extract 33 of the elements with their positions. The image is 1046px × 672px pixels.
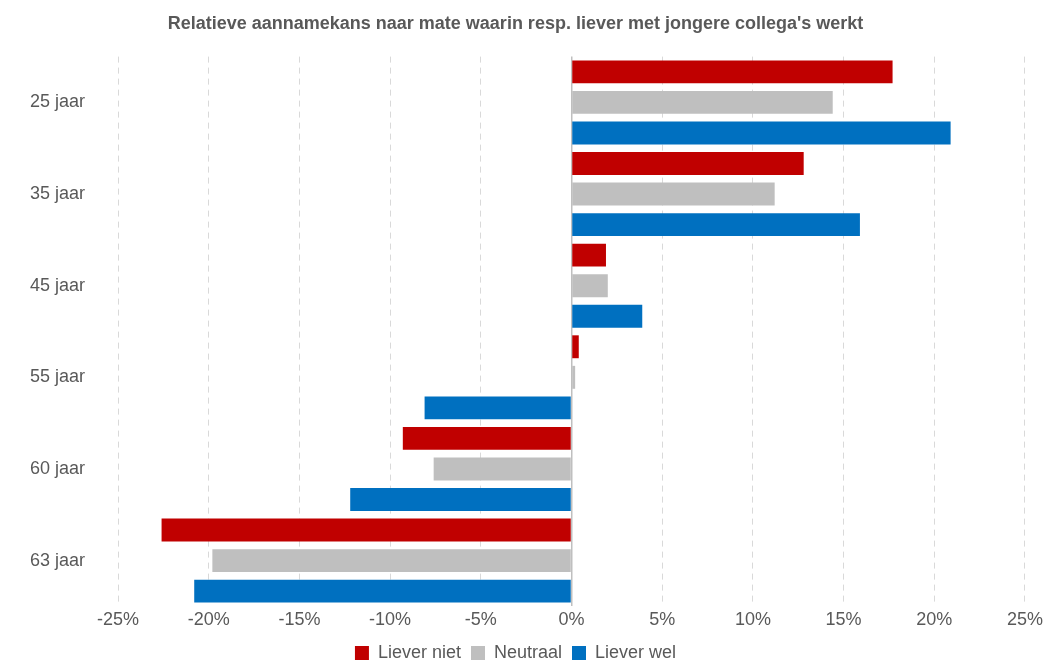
bar	[572, 60, 893, 84]
x-tick-label: -15%	[278, 609, 321, 630]
bar	[572, 121, 951, 145]
bar	[424, 396, 571, 420]
y-tick-label: 60 jaar	[29, 457, 86, 478]
bar	[161, 518, 571, 542]
x-tick-label: -5%	[464, 609, 497, 630]
x-tick-label: 5%	[649, 609, 676, 630]
y-tick-label: 35 jaar	[29, 183, 86, 204]
y-tick-label: 63 jaar	[29, 549, 86, 570]
x-tick-label: 25%	[1006, 609, 1043, 630]
x-tick-label: 20%	[916, 609, 953, 630]
legend-label: Neutraal	[493, 641, 563, 662]
y-tick-label: 55 jaar	[29, 366, 86, 387]
y-tick-label: 45 jaar	[29, 274, 86, 295]
bar	[350, 488, 571, 511]
bar	[572, 152, 804, 175]
x-tick-label: -25%	[97, 609, 140, 630]
bar	[194, 579, 571, 603]
legend-label: Liever wel	[595, 641, 677, 662]
bar	[572, 243, 606, 267]
x-tick-label: 0%	[558, 609, 585, 630]
x-tick-label: 10%	[734, 609, 771, 630]
x-tick-label: -10%	[369, 609, 412, 630]
x-tick-label: -20%	[187, 609, 230, 630]
y-tick-label: 25 jaar	[29, 91, 86, 112]
chart-title: Relatieve aannamekans naar mate waarin resp. liever met jongere collega's werkt	[167, 12, 864, 33]
legend-label: Liever niet	[377, 641, 461, 662]
bar	[402, 426, 571, 450]
bar	[572, 335, 579, 359]
bar	[572, 304, 643, 328]
bar	[572, 213, 860, 237]
x-tick-label: 15%	[825, 609, 862, 630]
